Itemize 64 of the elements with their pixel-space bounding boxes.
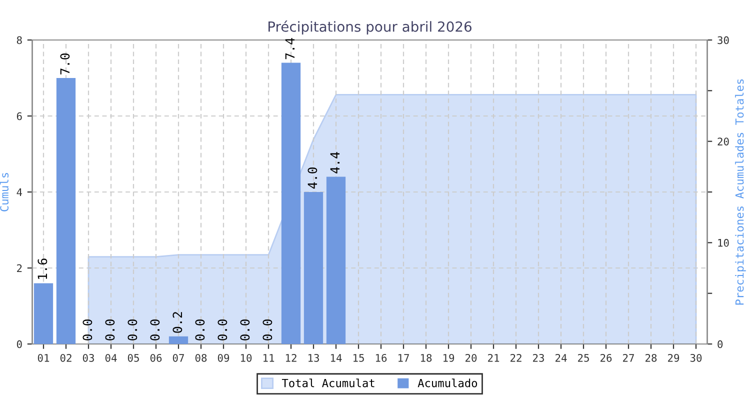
x-tick-label: 03 [82,354,94,362]
legend-label: Total Acumulat [282,378,374,388]
data-label: 0.0 [262,319,272,340]
x-tick-label: 27 [623,354,634,362]
data-label: 0.0 [82,319,92,340]
data-label: 0.0 [105,319,115,340]
x-tick-label: 26 [600,354,612,362]
x-tick-label: 25 [578,354,589,362]
bar [304,192,324,344]
x-tick-label: 12 [286,354,296,362]
y2-tick-label: 30 [718,36,729,44]
x-tick-label: 05 [128,354,139,362]
x-tick-label: 18 [420,354,432,362]
x-tick-label: 22 [510,354,522,362]
bar [281,62,301,344]
x-tick-label: 07 [172,354,184,362]
x-tick-label: 16 [376,354,387,362]
x-tick-label: 17 [398,354,409,362]
y-tick-label: 4 [16,188,22,196]
x-tick-label: 21 [488,354,500,362]
x-tick-label: 09 [218,354,230,362]
bar [34,283,54,344]
x-tick-label: 10 [240,354,252,362]
legend-label: Acumulado [418,378,478,388]
x-tick-label: 14 [330,354,342,362]
x-tick-label: 11 [263,354,274,362]
x-tick-label: 23 [533,354,544,362]
chart-title: Précipitations pour abril 2026 [268,20,472,35]
x-tick-label: 30 [690,354,702,362]
data-label: 1.6 [38,258,48,279]
data-label: 0.0 [218,319,228,340]
y-tick-label: 0 [16,340,22,348]
y2-tick-label: 20 [718,138,729,146]
bar [326,176,346,344]
x-tick-label: 15 [353,354,364,362]
data-label: 7.4 [285,38,294,60]
y2-tick-label: 0 [718,340,723,348]
x-tick-label: 06 [150,354,162,362]
data-label: 0.0 [240,319,250,340]
y-tick-label: 6 [16,112,22,120]
y2-tick-label: 10 [718,238,729,247]
data-label: 4.4 [330,152,340,174]
y-tick-label: 8 [16,36,22,44]
data-label: 0.0 [128,319,138,340]
data-label: 0.0 [195,319,205,340]
x-tick-label: 08 [195,354,207,362]
x-tick-label: 01 [38,354,50,362]
x-tick-label: 13 [308,354,319,362]
x-tick-label: 02 [60,354,72,362]
data-label: 0.0 [150,319,160,340]
x-tick-label: 19 [443,354,454,362]
x-tick-label: 20 [466,354,477,362]
y2-axis-title: Precipitaciones Acumulades Totales [735,79,746,305]
data-label: 4.0 [308,167,318,189]
bar [168,336,188,344]
x-tick-label: 28 [646,354,657,362]
x-tick-label: 29 [668,354,680,362]
bar [56,78,76,344]
data-label: 7.0 [60,53,70,74]
y-tick-label: 2 [17,264,22,272]
data-label: 0.2 [172,312,182,333]
y-axis-title: Cumuls [0,173,9,212]
x-tick-label: 04 [105,354,117,362]
x-tick-label: 24 [556,354,567,362]
